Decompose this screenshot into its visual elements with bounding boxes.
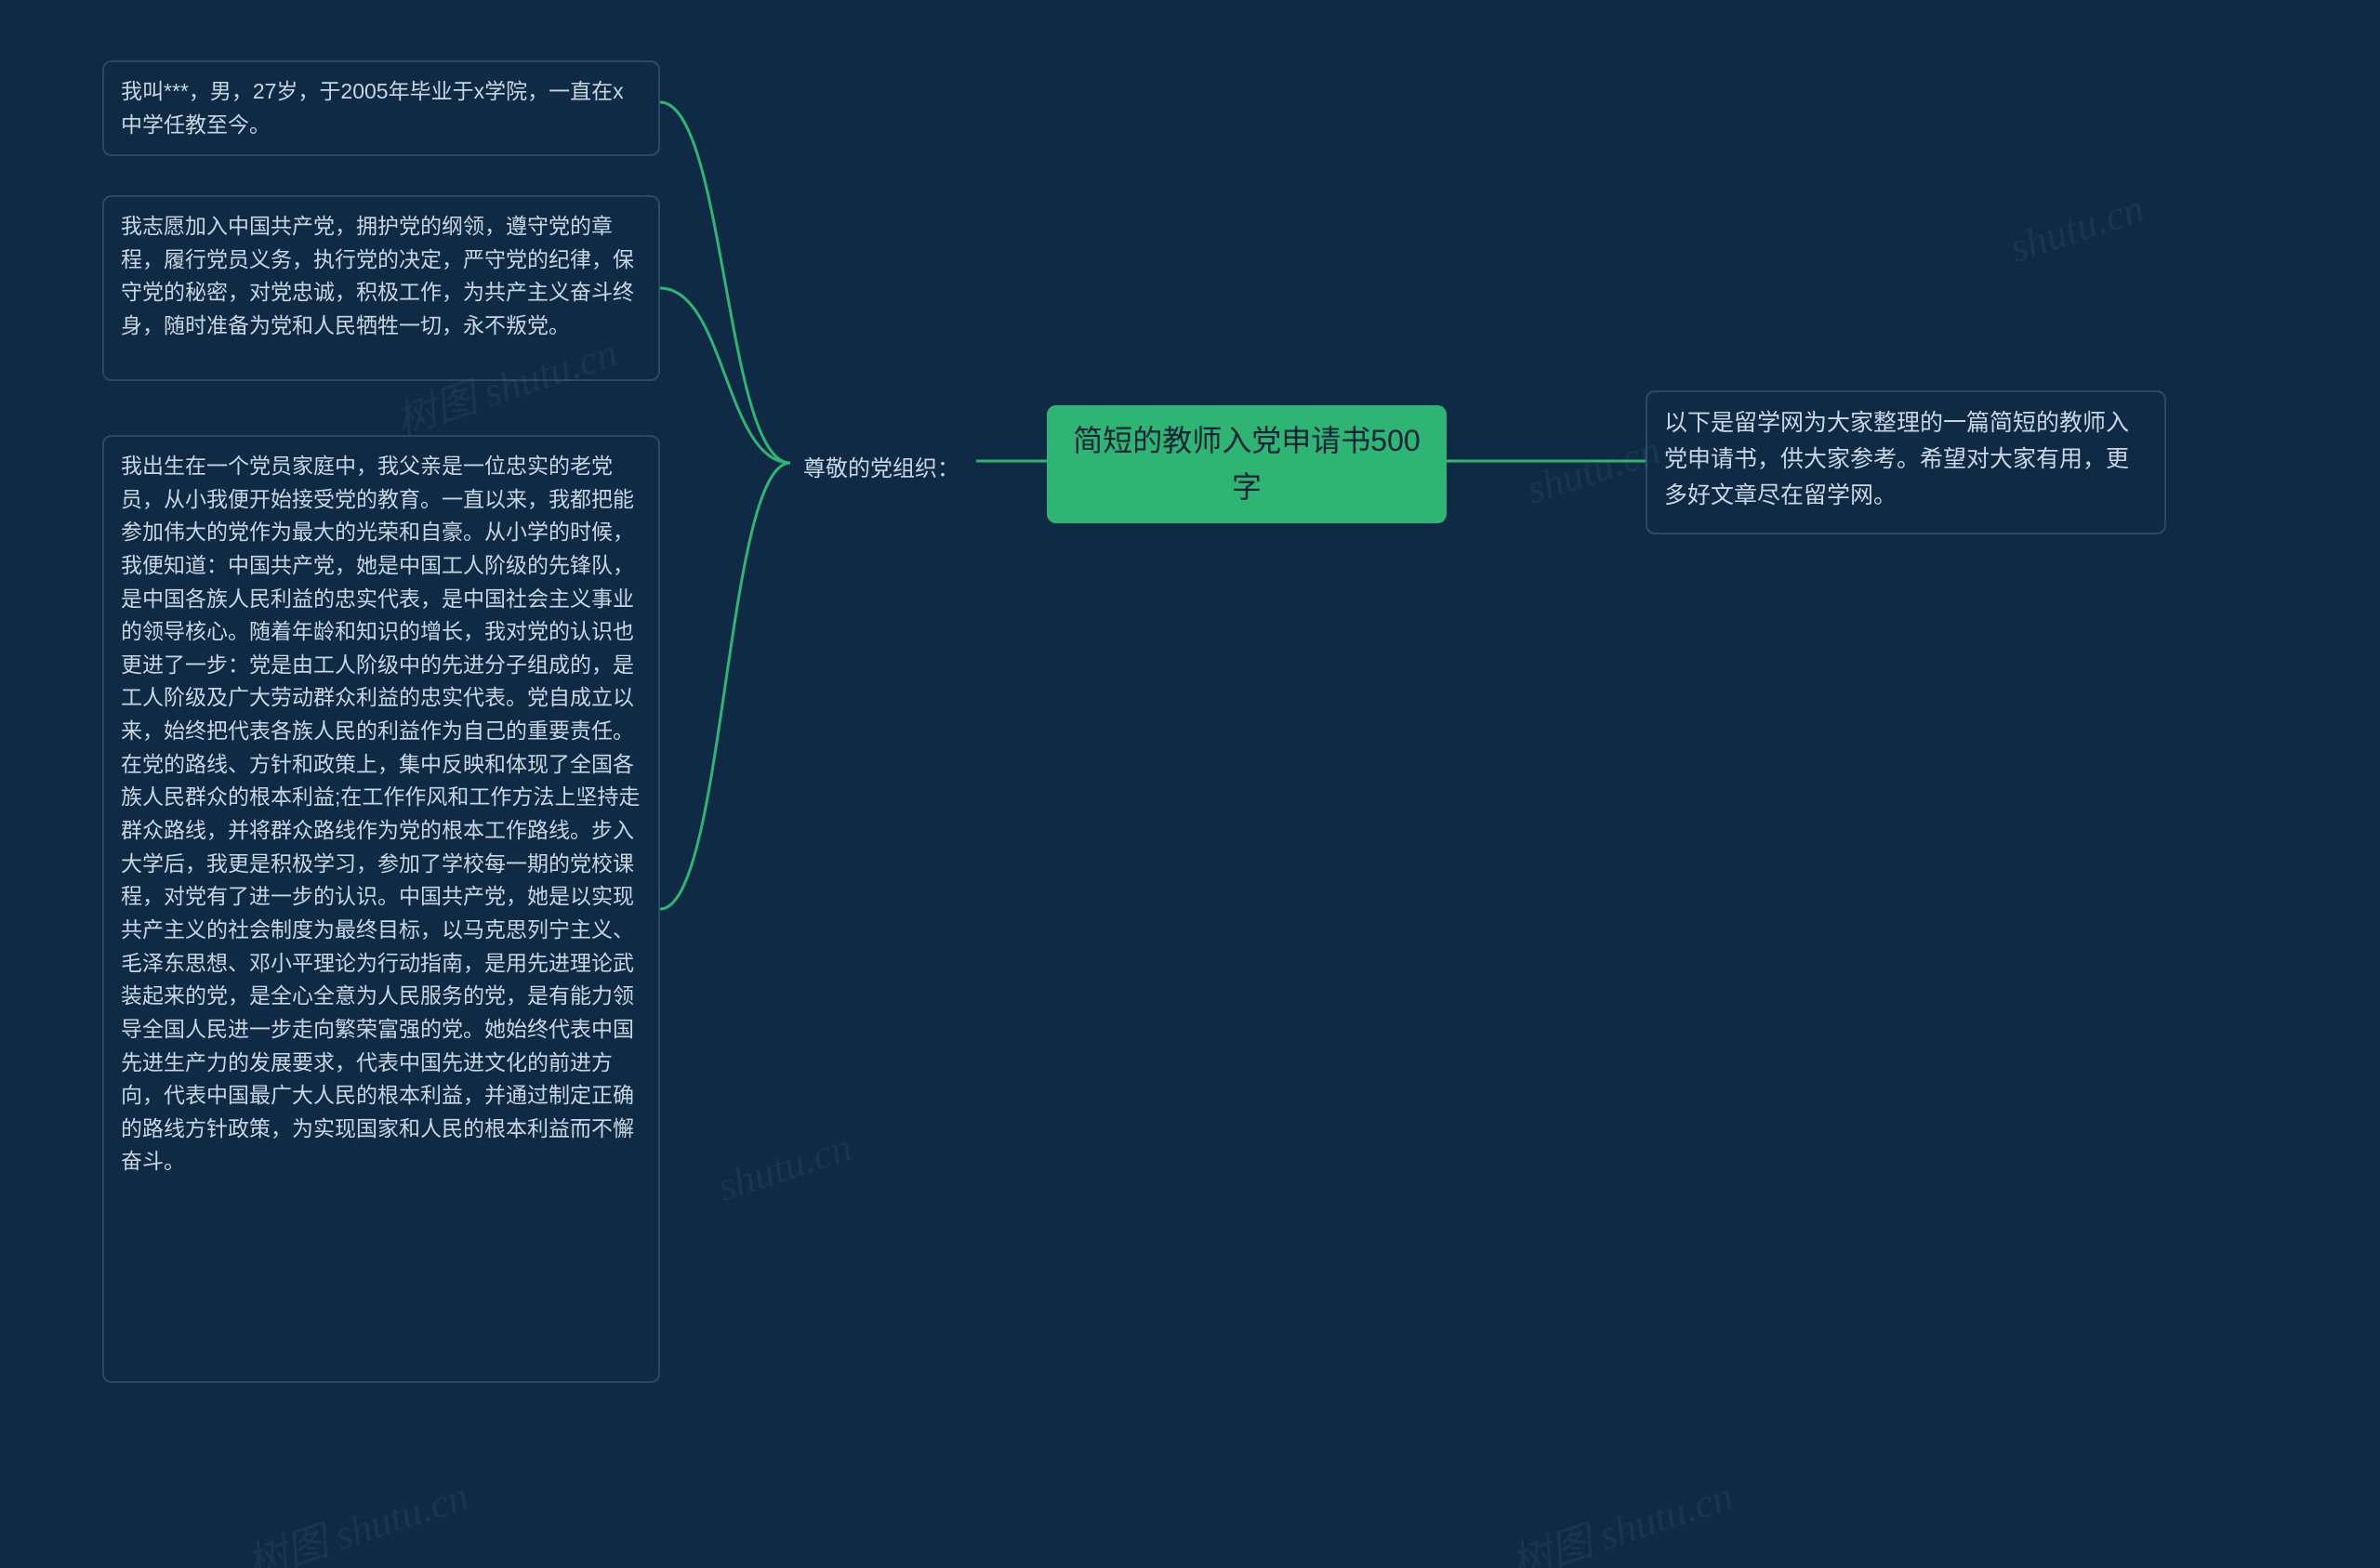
left-leaf-1-text: 我志愿加入中国共产党，拥护党的纲领，遵守党的章程，履行党员义务，执行党的决定，严… <box>121 214 634 337</box>
right-leaf-text: 以下是留学网为大家整理的一篇简短的教师入党申请书，供大家参考。希望对大家有用，更… <box>1664 410 2129 508</box>
right-leaf-node[interactable]: 以下是留学网为大家整理的一篇简短的教师入党申请书，供大家参考。希望对大家有用，更… <box>1646 390 2166 534</box>
left-branch-node[interactable]: 尊敬的党组织： <box>790 444 976 494</box>
watermark: 树图 shutu.cn <box>238 1462 475 1568</box>
root-node[interactable]: 简短的教师入党申请书500字 <box>1047 405 1447 523</box>
left-leaf-1[interactable]: 我志愿加入中国共产党，拥护党的纲领，遵守党的章程，履行党员义务，执行党的决定，严… <box>102 195 660 381</box>
root-text: 简短的教师入党申请书500字 <box>1064 418 1430 510</box>
watermark: shutu.cn <box>1521 426 1666 513</box>
left-leaf-0[interactable]: 我叫***，男，27岁，于2005年毕业于x学院，一直在x中学任教至今。 <box>102 60 660 156</box>
left-branch-text: 尊敬的党组织： <box>803 456 959 481</box>
left-leaf-2-text: 我出生在一个党员家庭中，我父亲是一位忠实的老党员，从小我便开始接受党的教育。一直… <box>121 454 640 1173</box>
watermark: shutu.cn <box>712 1123 857 1210</box>
left-leaf-2[interactable]: 我出生在一个党员家庭中，我父亲是一位忠实的老党员，从小我便开始接受党的教育。一直… <box>102 435 660 1383</box>
watermark: 树图 shutu.cn <box>1502 1462 1739 1568</box>
left-leaf-0-text: 我叫***，男，27岁，于2005年毕业于x学院，一直在x中学任教至今。 <box>121 79 624 137</box>
mindmap-canvas: 简短的教师入党申请书500字 以下是留学网为大家整理的一篇简短的教师入党申请书，… <box>0 0 2380 1568</box>
watermark: shutu.cn <box>2004 184 2149 271</box>
